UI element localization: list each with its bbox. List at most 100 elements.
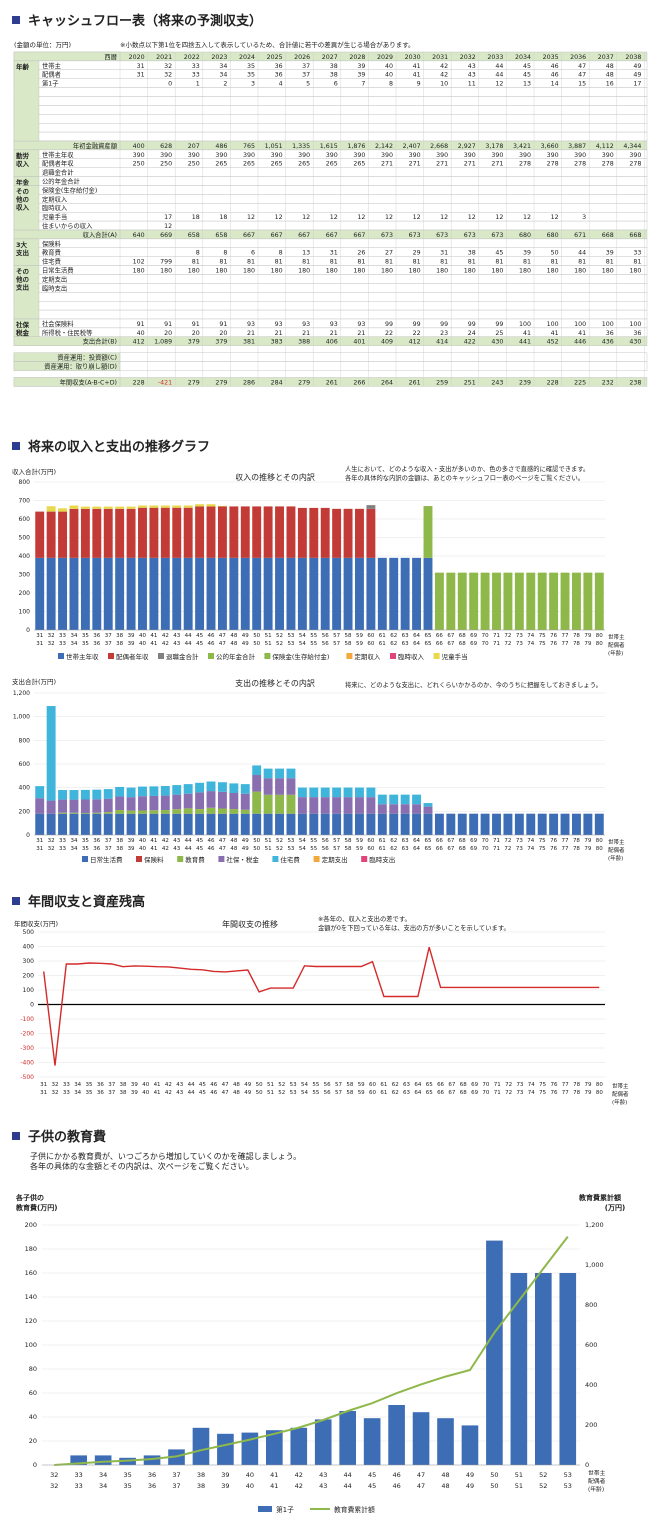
y-tick-label: 1,200 bbox=[13, 690, 30, 697]
education-section-title: 子供の教育費 bbox=[12, 1126, 106, 1145]
table-cell: 31 bbox=[137, 72, 145, 79]
bar-segment bbox=[35, 511, 45, 558]
table-cell: 35 bbox=[247, 63, 255, 70]
table-cell: 1,335 bbox=[292, 143, 310, 150]
x-tick-label: 44 bbox=[185, 838, 192, 844]
table-cell: 486 bbox=[215, 143, 227, 150]
bar-segment bbox=[35, 798, 45, 814]
x-tick-label: 76 bbox=[550, 838, 557, 844]
bar-segment bbox=[252, 775, 262, 792]
x-tick-label: 77 bbox=[562, 846, 569, 852]
x-tick-label: 75 bbox=[539, 633, 546, 639]
table-cell: 36 bbox=[606, 330, 614, 337]
row-label: 児童手当 bbox=[42, 212, 67, 221]
x-tick-label: 45 bbox=[368, 1482, 376, 1490]
bar-segment bbox=[366, 813, 376, 835]
y-tick-label: 0 bbox=[33, 1461, 37, 1469]
unit-label: (金額の単位：万円) bbox=[14, 40, 71, 49]
side-label: 配偶者 bbox=[588, 1477, 606, 1485]
x-tick-label: 66 bbox=[436, 641, 443, 647]
table-cell: 16 bbox=[606, 81, 614, 88]
x-tick-label: 40 bbox=[139, 641, 146, 647]
section-title-text: 子供の教育費 bbox=[28, 1130, 107, 1145]
bar-segment bbox=[115, 786, 125, 797]
table-cell: 3 bbox=[582, 214, 586, 221]
table-cell: 390 bbox=[629, 152, 641, 159]
x-tick-label: 75 bbox=[539, 838, 546, 844]
x-tick-label: 71 bbox=[493, 846, 500, 852]
x-tick-label: 55 bbox=[310, 641, 317, 647]
table-cell: 265 bbox=[353, 161, 365, 168]
x-tick-label: 77 bbox=[562, 1090, 569, 1096]
group-label: 社保 bbox=[16, 320, 30, 329]
table-cell: 2034 bbox=[515, 54, 531, 61]
bar-segment bbox=[332, 813, 342, 835]
table-cell: 2 bbox=[223, 81, 227, 88]
x-tick-label: 61 bbox=[379, 633, 386, 639]
bar-segment bbox=[412, 813, 422, 835]
chart-note: 金額が0を下回っている年は、支出の方が多いことを示しています。 bbox=[318, 923, 510, 932]
table-cell: 12 bbox=[164, 223, 172, 230]
bar-segment bbox=[69, 813, 79, 835]
group-label-cell bbox=[13, 238, 40, 266]
x-tick-label: 69 bbox=[470, 633, 477, 639]
x-tick-label: 38 bbox=[120, 1090, 127, 1096]
table-cell: 2032 bbox=[460, 54, 476, 61]
table-cell: 99 bbox=[440, 321, 448, 328]
table-cell: 180 bbox=[215, 268, 227, 275]
x-tick-label: 80 bbox=[596, 1090, 603, 1096]
table-cell: 15 bbox=[578, 81, 586, 88]
bar-segment bbox=[195, 506, 205, 558]
bar-segment bbox=[92, 506, 102, 509]
table-row bbox=[13, 194, 648, 204]
x-tick-label: 60 bbox=[369, 1090, 376, 1096]
x-tick-label: 78 bbox=[573, 838, 580, 844]
table-cell: 668 bbox=[602, 232, 614, 239]
bar-segment bbox=[149, 557, 159, 630]
group-label: 支出 bbox=[15, 248, 29, 257]
bar-segment bbox=[389, 813, 399, 835]
table-cell: 12 bbox=[330, 214, 338, 221]
table-cell: 81 bbox=[413, 259, 421, 266]
bar-segment bbox=[297, 557, 307, 630]
x-tick-label: 44 bbox=[185, 641, 192, 647]
x-tick-label: 49 bbox=[242, 641, 249, 647]
bar-segment bbox=[423, 506, 433, 558]
cashflow-table: (金額の単位：万円) ※小数点以下第1位を四捨五入して表示しているため、合計値に若… bbox=[13, 40, 648, 387]
x-tick-label: 67 bbox=[447, 838, 454, 844]
y2-tick-label: 0 bbox=[585, 1461, 589, 1469]
table-cell: 21 bbox=[330, 330, 338, 337]
bar-segment bbox=[297, 797, 307, 814]
group-label: 収入 bbox=[16, 203, 30, 212]
table-cell: 2020 bbox=[129, 54, 145, 61]
x-tick-label: 62 bbox=[390, 846, 397, 852]
bar-segment bbox=[571, 572, 581, 630]
bar-segment bbox=[343, 813, 353, 835]
table-cell: 180 bbox=[160, 268, 172, 275]
x-tick-label: 36 bbox=[93, 846, 100, 852]
x-tick-label: 69 bbox=[471, 1090, 478, 1096]
bar-segment bbox=[103, 557, 113, 630]
bar-segment bbox=[206, 807, 216, 814]
table-cell: 412 bbox=[409, 339, 421, 346]
x-tick-label: 66 bbox=[436, 838, 443, 844]
x-tick-label: 74 bbox=[528, 1090, 535, 1096]
x-tick-label: 40 bbox=[142, 1090, 149, 1096]
x-tick-label: 74 bbox=[527, 838, 534, 844]
x-tick-label: 42 bbox=[165, 1082, 172, 1088]
legend-swatch bbox=[82, 856, 88, 862]
x-tick-label: 44 bbox=[188, 1082, 195, 1088]
y2-tick-label: 400 bbox=[585, 1381, 597, 1389]
bar-segment bbox=[80, 813, 90, 835]
legend-swatch bbox=[361, 856, 368, 862]
bar-segment bbox=[126, 787, 136, 798]
bar-segment bbox=[126, 810, 136, 814]
table-cell: 441 bbox=[519, 339, 531, 346]
table-cell: 2023 bbox=[211, 54, 227, 61]
section-title-text: 年間収支と資産残高 bbox=[28, 895, 146, 910]
x-tick-label: 46 bbox=[208, 641, 215, 647]
x-tick-label: 60 bbox=[367, 633, 374, 639]
table-cell: 26 bbox=[357, 250, 365, 257]
bar-segment bbox=[366, 557, 376, 630]
table-cell: 180 bbox=[574, 268, 586, 275]
